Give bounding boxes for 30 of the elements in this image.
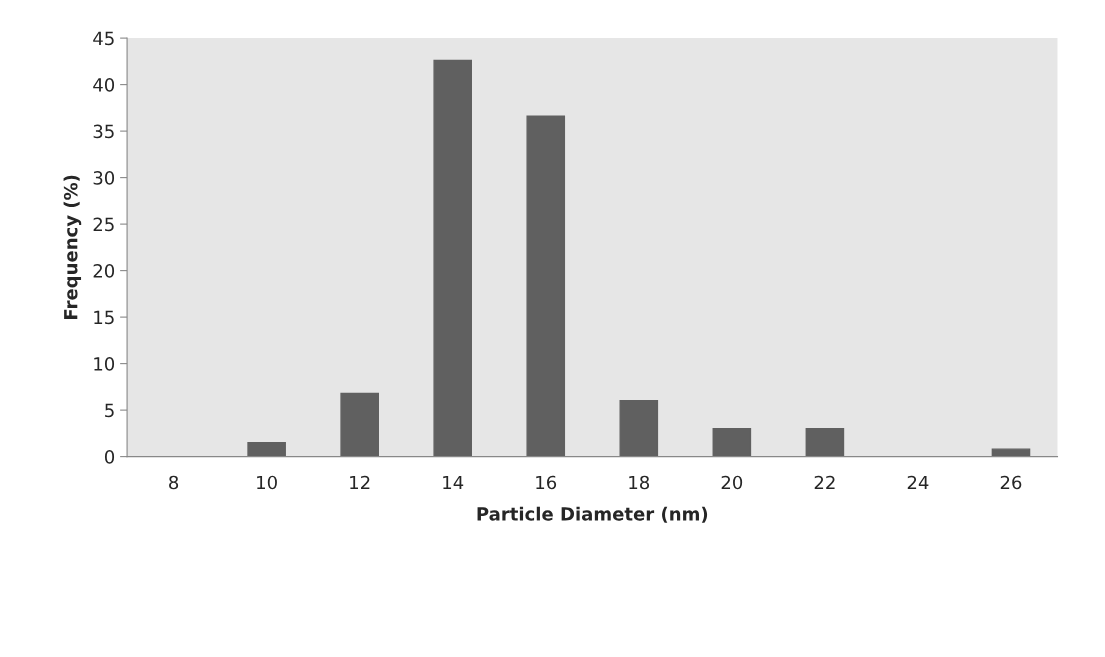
bar (619, 400, 659, 457)
bar (526, 115, 566, 457)
bar (340, 392, 379, 457)
y-tick-label: 30 (93, 171, 115, 185)
y-axis-title: Frequency (%) (63, 175, 82, 319)
x-tick-label: 14 (443, 475, 464, 490)
y-tick-label: 35 (93, 124, 114, 139)
y-tick-label: 40 (93, 78, 115, 92)
x-tick-label: 10 (257, 475, 277, 490)
bar (991, 448, 1031, 457)
y-tick-label: 0 (104, 450, 115, 464)
x-tick-label: 8 (169, 475, 179, 490)
x-axis-title: Particle Diameter (nm) (477, 506, 708, 523)
x-tick-label: 26 (1000, 475, 1022, 490)
bar (805, 428, 845, 457)
y-tick-label: 25 (93, 217, 114, 232)
x-tick-label: 22 (814, 475, 835, 490)
y-tick-label: 45 (93, 31, 114, 46)
bar (433, 59, 473, 457)
x-tick-label: 16 (536, 475, 557, 490)
y-tick-label: 20 (93, 264, 115, 278)
bar (247, 441, 286, 457)
x-tick-label: 20 (721, 475, 743, 490)
x-tick-label: 18 (629, 475, 650, 490)
bar (712, 428, 752, 457)
y-tick-label: 10 (94, 357, 115, 371)
x-tick-label: 24 (907, 475, 929, 490)
y-tick-label: 5 (105, 403, 114, 418)
x-tick-label: 12 (350, 475, 370, 490)
y-tick-label: 15 (94, 310, 114, 325)
